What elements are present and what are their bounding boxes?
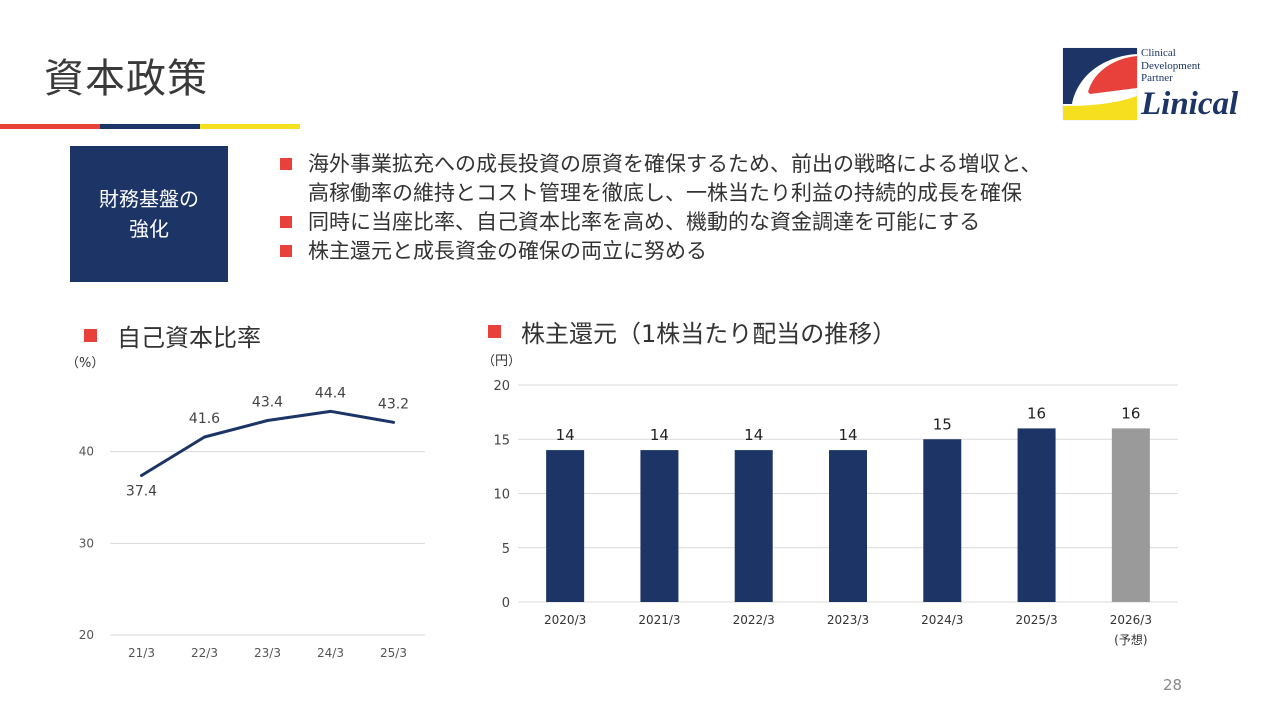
equity-ratio-line [140,409,394,477]
strategy-label-line1: 財務基盤の [99,187,199,211]
x-tick-label: 24/3 [317,646,344,660]
data-label: 16 [1121,404,1140,422]
dividend-title: 株主還元（1株当たり配当の推移） [521,320,897,348]
y-tick-label: 10 [493,488,510,503]
bullet-item: 株主還元と成長資金の確保の両立に努める [280,237,1180,266]
y-tick-label: 30 [79,536,94,550]
x-tick-label: 2020/3 [544,613,586,627]
y-tick-label: 20 [493,379,510,394]
data-label: 37.4 [126,484,157,500]
bullet-square-icon [488,325,501,338]
bullet-square-icon [280,158,292,170]
x-tick-label: 21/3 [128,646,155,660]
x-tick-label: 2023/3 [827,613,869,627]
bullet-item: 同時に当座比率、自己資本比率を高め、機動的な資金調達を可能にする [280,208,1180,237]
y-tick-label: 40 [79,445,94,459]
accent-bar-red [0,124,100,129]
bullet-text: 同時に当座比率、自己資本比率を高め、機動的な資金調達を可能にする [308,210,981,234]
x-tick-label: 22/3 [191,646,218,660]
y-tick-label: 15 [493,433,510,448]
bullet-text-continuation: 高稼働率の維持とコスト管理を徹底し、一株当たり利益の持続的成長を確保 [308,181,1022,205]
dividend-bar [923,439,962,602]
page-number: 28 [1163,676,1183,694]
logo-tagline-line1: Clinical [1141,47,1176,59]
data-label: 44.4 [315,385,346,401]
data-label: 14 [838,426,857,444]
x-tick-label: 2024/3 [921,613,963,627]
dividend-bar [829,450,867,602]
dividend-bar [640,450,679,602]
data-label: 41.6 [189,411,220,427]
logo-tagline-line2: Development [1141,59,1201,72]
x-tick-label: 2025/3 [1015,613,1057,627]
accent-bar-navy [100,124,200,129]
y-tick-label: 0 [502,596,510,611]
data-label: 14 [556,426,575,444]
equity-ratio-heading: 自己資本比率 [84,318,261,353]
logo-name: Linical [1141,86,1239,122]
strategy-label-box: 財務基盤の 強化 [70,146,228,282]
dividend-bar [546,450,585,602]
data-label: 43.4 [252,395,283,411]
data-label: 14 [744,426,763,444]
dividend-bar [734,450,773,602]
data-label: 16 [1027,404,1046,422]
x-tick-label: 2026/3 [1110,613,1152,627]
equity-ratio-title: 自己資本比率 [117,324,261,352]
x-tick-label: 2022/3 [733,613,775,627]
accent-bar-yellow [200,124,300,129]
dividend-heading: 株主還元（1株当たり配当の推移） [488,314,896,349]
data-label: 15 [933,415,952,433]
equity-ratio-chart: （%） 20 30 40 21/3 37.4 22/3 41.6 23/3 43.4 24/3 44… [66,356,425,660]
y-axis-unit-label: （%） [66,356,104,371]
page-title: 資本政策 [44,56,208,102]
forecast-note: (予想) [1114,632,1147,647]
data-label: 43.2 [378,396,409,412]
bullet-square-icon [84,329,97,342]
strategy-bullet-list: 海外事業拡充への成長投資の原資を確保するため、前出の戦略による増収と、 高稼働率… [280,150,1180,266]
logo-tagline-line3: Partner [1141,72,1173,84]
forecast-bar [1111,428,1150,602]
accent-bar [0,124,300,129]
bullet-square-icon [280,245,292,257]
dividend-bar [1017,428,1056,602]
x-tick-label: 2021/3 [638,613,680,627]
linical-logo-mark [1062,47,1138,121]
data-label: 14 [650,426,669,444]
strategy-label-line2: 強化 [129,217,169,241]
y-axis-unit-label: （円） [482,354,521,369]
dividend-chart: （円） 0 5 10 15 20 14 2020/3 14 2021/3 14 2022/3 14 20… [482,354,1178,647]
y-tick-label: 5 [502,542,510,557]
x-tick-label: 25/3 [380,646,407,660]
bullet-text: 株主還元と成長資金の確保の両立に努める [308,239,707,263]
bullet-square-icon [280,216,292,228]
x-tick-label: 23/3 [254,646,281,660]
logo-tagline: Clinical Development Partner [1141,47,1200,85]
bullet-item: 海外事業拡充への成長投資の原資を確保するため、前出の戦略による増収と、 高稼働率… [280,150,1180,208]
bullet-text: 海外事業拡充への成長投資の原資を確保するため、前出の戦略による増収と、 [308,152,1042,176]
y-tick-label: 20 [79,628,94,642]
